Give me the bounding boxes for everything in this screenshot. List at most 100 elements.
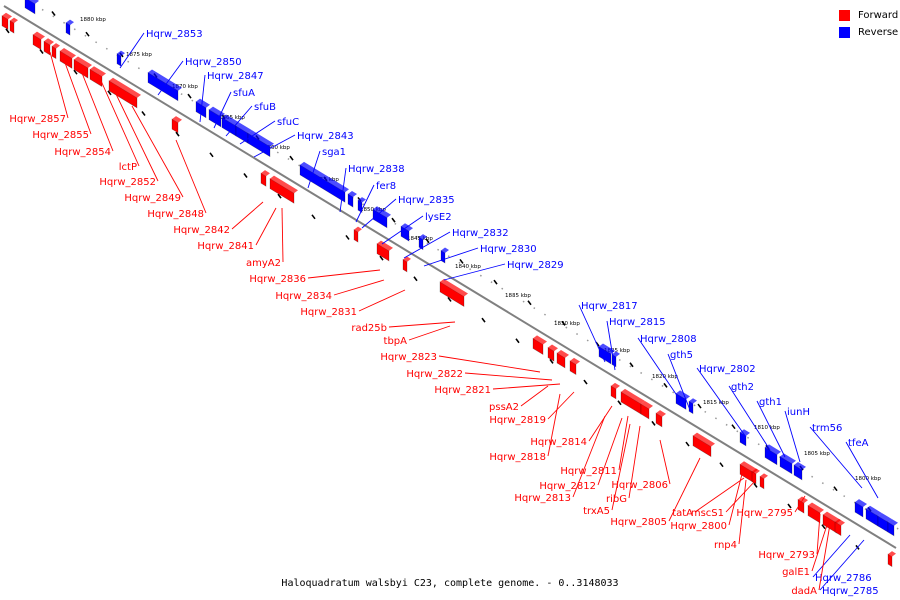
ruler-tick xyxy=(515,338,520,344)
ruler-tick xyxy=(311,214,316,220)
gene-label-leader xyxy=(819,539,865,591)
gene-label-leader xyxy=(756,400,786,458)
reverse-gene-block xyxy=(793,464,803,481)
scale-tick-label: 1825 kbp xyxy=(604,348,630,354)
gene-block-top xyxy=(888,551,896,557)
gene-label: mscS1 xyxy=(691,508,724,519)
gene-block-top xyxy=(373,206,391,218)
gene-label: iunH xyxy=(787,407,810,418)
gene-label-leader xyxy=(547,393,561,457)
gene-block-top xyxy=(222,114,240,126)
gene-label-leader xyxy=(157,60,184,96)
ruler-tick xyxy=(413,276,418,282)
gene-label-leader xyxy=(659,439,671,485)
ruler-tick xyxy=(459,258,464,264)
gene-label-leader xyxy=(63,59,92,135)
gene-block-top xyxy=(823,511,841,524)
gene-block-top xyxy=(348,191,357,198)
gene-block-top xyxy=(621,388,645,405)
gene-block-top xyxy=(261,170,270,177)
gene-label-leader xyxy=(694,477,745,513)
gene-block-top xyxy=(740,429,750,436)
reverse-gene-block xyxy=(357,199,363,214)
ruler-tick xyxy=(39,49,44,55)
gene-label-leader xyxy=(213,91,232,129)
gene-block-top xyxy=(835,518,845,526)
ruler-tick xyxy=(391,217,396,223)
gene-label-leader xyxy=(339,167,347,213)
gene-label: Hqrw_2814 xyxy=(530,437,587,448)
gene-label: Hqrw_2836 xyxy=(249,274,306,285)
gene-label: Hqrw_2841 xyxy=(197,241,254,252)
forward-gene-block xyxy=(569,360,577,376)
gene-label: Hqrw_2857 xyxy=(9,114,66,125)
forward-gene-block xyxy=(640,403,650,420)
gene-block-top xyxy=(808,502,824,513)
gene-label-leader xyxy=(818,523,831,591)
scale-tick-label: 1815 kbp xyxy=(703,400,729,406)
gene-label: Hqrw_2852 xyxy=(99,177,156,188)
ruler-tick xyxy=(731,424,736,430)
gene-block-top xyxy=(533,335,547,345)
forward-gene-block xyxy=(797,498,805,514)
legend-forward-label: Forward xyxy=(858,10,899,21)
scale-tick-label: 1830 kbp xyxy=(554,321,580,327)
ruler-tick xyxy=(719,462,724,468)
gene-label: Hqrw_2835 xyxy=(398,195,455,206)
gene-label: Hqrw_2843 xyxy=(297,131,354,142)
gene-block-top xyxy=(52,43,60,49)
gene-block-top xyxy=(117,50,125,57)
gene-block-top xyxy=(570,357,580,365)
forward-gene-block xyxy=(108,80,138,109)
gene-label: lysE2 xyxy=(425,212,452,223)
gene-label-leader xyxy=(606,320,616,371)
ruler-tick xyxy=(481,317,486,323)
gene-label-leader xyxy=(255,207,277,246)
gene-block-top xyxy=(760,473,768,479)
gene-block-top xyxy=(441,247,449,253)
ruler-tick xyxy=(243,172,248,178)
gene-label-leader xyxy=(239,120,276,145)
ruler-tick xyxy=(73,69,78,75)
gene-label: fer8 xyxy=(376,181,396,192)
reverse-gene-block xyxy=(764,446,778,466)
gene-label-leader xyxy=(578,304,606,363)
gene-label: trm56 xyxy=(812,423,842,434)
ruler-tick xyxy=(753,482,758,488)
gene-label-leader xyxy=(408,325,451,341)
forward-gene-block xyxy=(353,229,359,243)
ruler-tick xyxy=(685,441,690,447)
gene-label-leader xyxy=(811,521,829,572)
gene-label: Hqrw_2808 xyxy=(640,334,697,345)
gene-label: Hqrw_2849 xyxy=(124,193,181,204)
gene-label-leader xyxy=(794,495,806,513)
gene-label-leader xyxy=(199,74,206,123)
gene-label-leader xyxy=(611,423,631,511)
genome-backbone xyxy=(3,5,897,549)
gene-label: gth1 xyxy=(759,397,782,408)
gene-label: pssA2 xyxy=(489,402,519,413)
gene-label-leader xyxy=(597,417,623,486)
gene-label: sfuA xyxy=(233,88,255,99)
gene-label-leader xyxy=(175,139,207,214)
gene-label: tbpA xyxy=(384,336,408,347)
gene-block-top xyxy=(866,505,882,517)
scale-tick-label: 1865 kbp xyxy=(219,115,245,121)
gene-block-top xyxy=(196,98,210,108)
gene-label-leader xyxy=(547,391,575,420)
gene-label: Hqrw_2848 xyxy=(147,209,204,220)
gene-label: Hqrw_2838 xyxy=(348,164,405,175)
gene-label: gth2 xyxy=(731,382,754,393)
ruler-tick xyxy=(209,152,214,158)
ruler-tick xyxy=(345,234,350,240)
gene-label-leader xyxy=(738,479,747,545)
gene-label: amyA2 xyxy=(246,258,281,269)
gene-block-top xyxy=(236,122,252,134)
gene-block-top xyxy=(109,77,141,98)
ruler-tick xyxy=(289,155,294,161)
gene-label: Hqrw_2823 xyxy=(380,352,437,363)
gene-block-top xyxy=(60,48,76,59)
reverse-gene-block xyxy=(247,132,271,158)
gene-block-top xyxy=(300,161,349,193)
gene-block-top xyxy=(66,19,74,26)
